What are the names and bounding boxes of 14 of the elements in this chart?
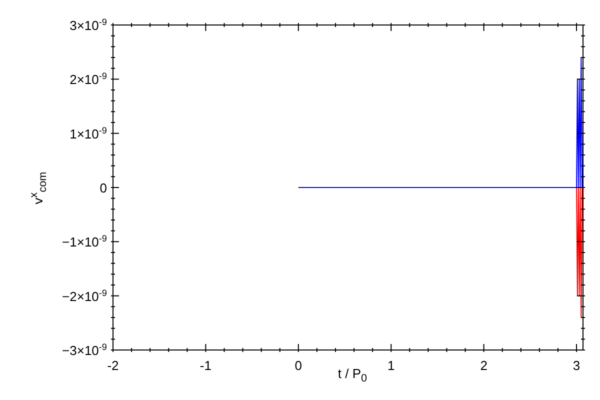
x-tick-label: 3 (572, 358, 580, 373)
y-tick-label: 3×10$^{-9}$ (70, 17, 107, 33)
y-tick-label: 1×10$^{-9}$ (70, 125, 107, 142)
y-tick-label: −1×10$^{-9}$ (62, 234, 107, 250)
y-tick-label: 0 (100, 180, 107, 196)
y-tick-label: 2×10$^{-9}$ (70, 71, 107, 88)
x-tick-label: 1 (387, 358, 395, 373)
x-tick-label: -1 (200, 358, 212, 373)
x-tick-label: 0 (294, 358, 302, 373)
y-tick-label: −2×10$^{-9}$ (62, 288, 107, 304)
x-axis-title: t / P$_{0}$ (338, 366, 368, 385)
y-tick-label: −3×10$^{-9}$ (62, 342, 107, 358)
x-tick-label: -2 (107, 358, 119, 373)
x-tick-label: 2 (480, 358, 488, 373)
